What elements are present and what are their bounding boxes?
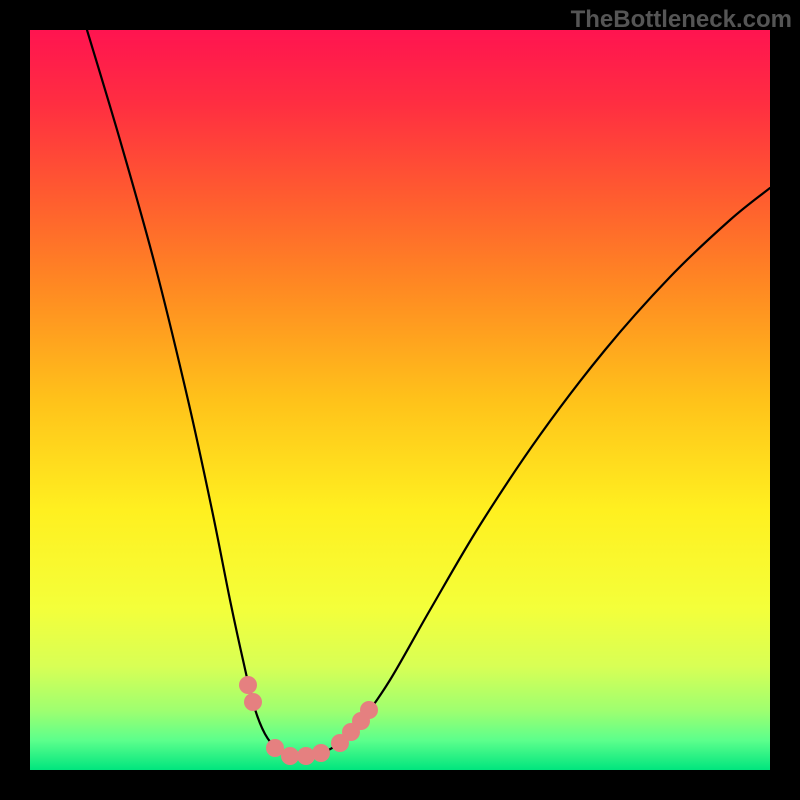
plot-area bbox=[30, 30, 770, 770]
data-marker bbox=[244, 693, 262, 711]
data-marker bbox=[312, 744, 330, 762]
data-marker bbox=[239, 676, 257, 694]
watermark-text: TheBottleneck.com bbox=[571, 6, 792, 34]
plot-svg bbox=[30, 30, 770, 770]
gradient-background bbox=[30, 30, 770, 770]
data-marker bbox=[297, 747, 315, 765]
data-marker bbox=[281, 747, 299, 765]
data-marker bbox=[360, 701, 378, 719]
